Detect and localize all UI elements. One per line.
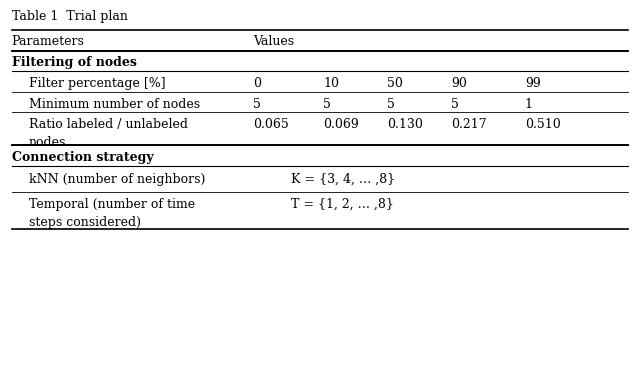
Text: 50: 50 xyxy=(387,77,403,90)
Text: Minimum number of nodes: Minimum number of nodes xyxy=(29,98,200,111)
Text: 0.069: 0.069 xyxy=(323,118,359,131)
Text: Ratio labeled / unlabeled
nodes: Ratio labeled / unlabeled nodes xyxy=(29,118,188,149)
Text: 0: 0 xyxy=(253,77,261,90)
Text: 90: 90 xyxy=(451,77,467,90)
Text: Filter percentage [%]: Filter percentage [%] xyxy=(29,77,165,90)
Text: 5: 5 xyxy=(253,98,260,111)
Text: Connection strategy: Connection strategy xyxy=(12,151,153,164)
Text: Filtering of nodes: Filtering of nodes xyxy=(12,56,136,69)
Text: 5: 5 xyxy=(387,98,395,111)
Text: K = {3, 4, … ,8}: K = {3, 4, … ,8} xyxy=(291,173,396,186)
Text: kNN (number of neighbors): kNN (number of neighbors) xyxy=(29,173,205,186)
Text: 0.065: 0.065 xyxy=(253,118,289,131)
Text: 5: 5 xyxy=(451,98,459,111)
Text: 0.130: 0.130 xyxy=(387,118,423,131)
Text: 0.510: 0.510 xyxy=(525,118,561,131)
Text: Values: Values xyxy=(253,35,294,48)
Text: 99: 99 xyxy=(525,77,541,90)
Text: Temporal (number of time
steps considered): Temporal (number of time steps considere… xyxy=(29,198,195,229)
Text: T = {1, 2, … ,8}: T = {1, 2, … ,8} xyxy=(291,198,394,211)
Text: 10: 10 xyxy=(323,77,339,90)
Text: 0.217: 0.217 xyxy=(451,118,487,131)
Text: Table 1  Trial plan: Table 1 Trial plan xyxy=(12,10,127,23)
Text: Parameters: Parameters xyxy=(12,35,84,48)
Text: 1: 1 xyxy=(525,98,532,111)
Text: 5: 5 xyxy=(323,98,331,111)
